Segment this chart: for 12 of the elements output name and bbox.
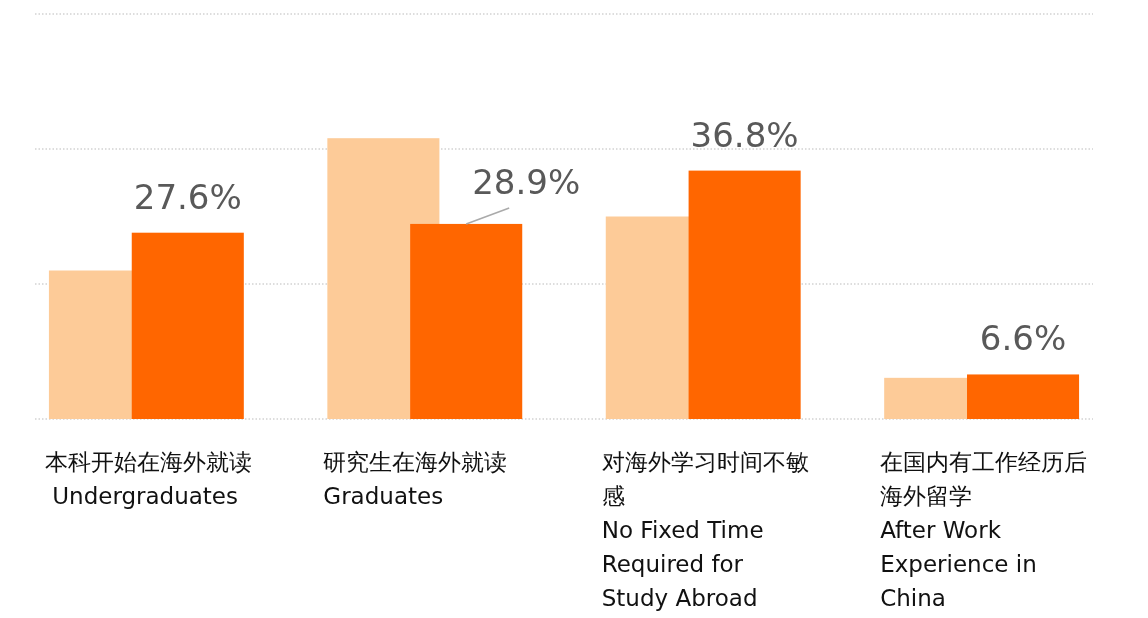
- bar: [967, 374, 1080, 419]
- data-label: 28.9%: [472, 161, 581, 202]
- data-label: 6.6%: [979, 318, 1067, 359]
- x-tick-label: 研究生在海外就读 Graduates: [323, 449, 508, 509]
- bar: [131, 232, 244, 419]
- data-label: 36.8%: [690, 114, 799, 155]
- bar: [410, 223, 523, 419]
- x-tick-label: 在国内有工作经历后海外留学 After Work Experience in China: [880, 449, 1088, 611]
- x-tick-label: 对海外学习时间不敏感 No Fixed Time Required for Study Abroad: [601, 449, 809, 611]
- x-tick-label: 本科开始在海外就读 Undergraduates: [44, 449, 252, 509]
- bar: [688, 170, 801, 419]
- data-label: 27.6%: [133, 176, 242, 217]
